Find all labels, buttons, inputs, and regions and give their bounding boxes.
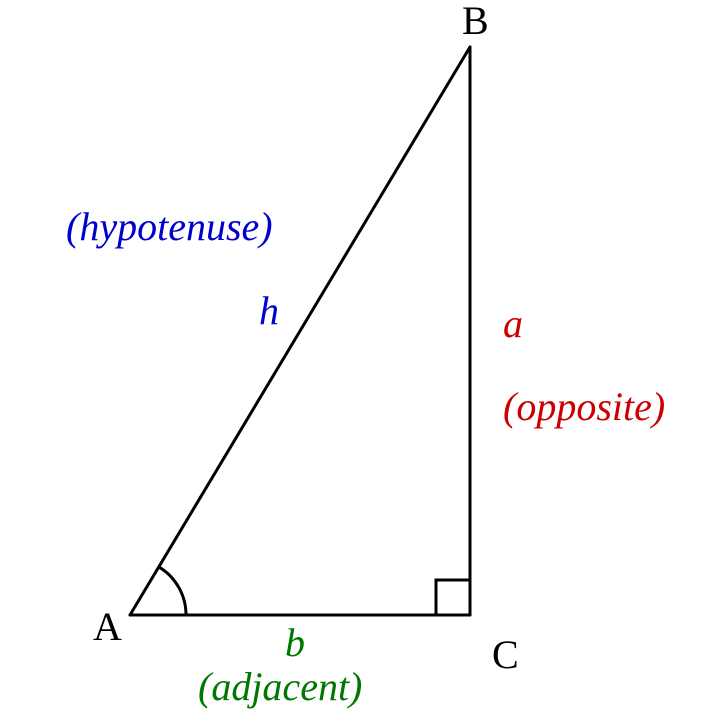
vertex-label-a: A — [93, 604, 122, 649]
angle-arc-a — [158, 565, 188, 616]
vertex-label-b: B — [462, 0, 489, 43]
vertex-label-c: C — [492, 632, 519, 677]
opposite-symbol: a — [503, 301, 523, 346]
adjacent-symbol: b — [285, 620, 305, 665]
right-angle-marker — [434, 578, 470, 615]
adjacent-description: (adjacent) — [198, 664, 362, 709]
side-hypotenuse — [128, 45, 472, 617]
hypotenuse-symbol: h — [259, 288, 279, 333]
hypotenuse-description: (hypotenuse) — [66, 204, 273, 249]
opposite-description: (opposite) — [503, 384, 665, 429]
